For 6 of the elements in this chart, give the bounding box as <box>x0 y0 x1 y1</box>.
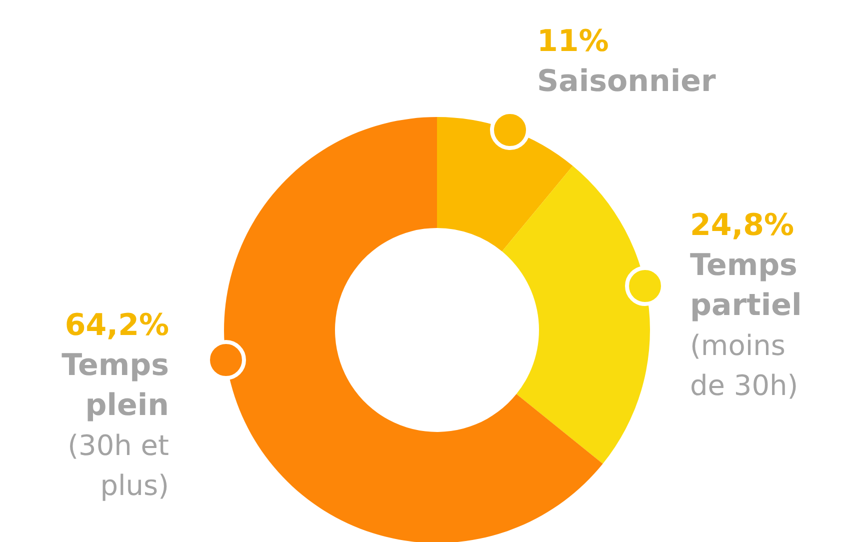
data-label: 64,2% <box>64 307 169 345</box>
data-label: 11% <box>537 23 610 61</box>
slice-label: Saisonnier <box>537 63 716 101</box>
legend-label: Temps partiel (moins de 30h) <box>690 247 802 404</box>
data-label: 24,8% <box>690 207 796 245</box>
slice-label: Temps plein (30h et plus) <box>62 347 169 504</box>
